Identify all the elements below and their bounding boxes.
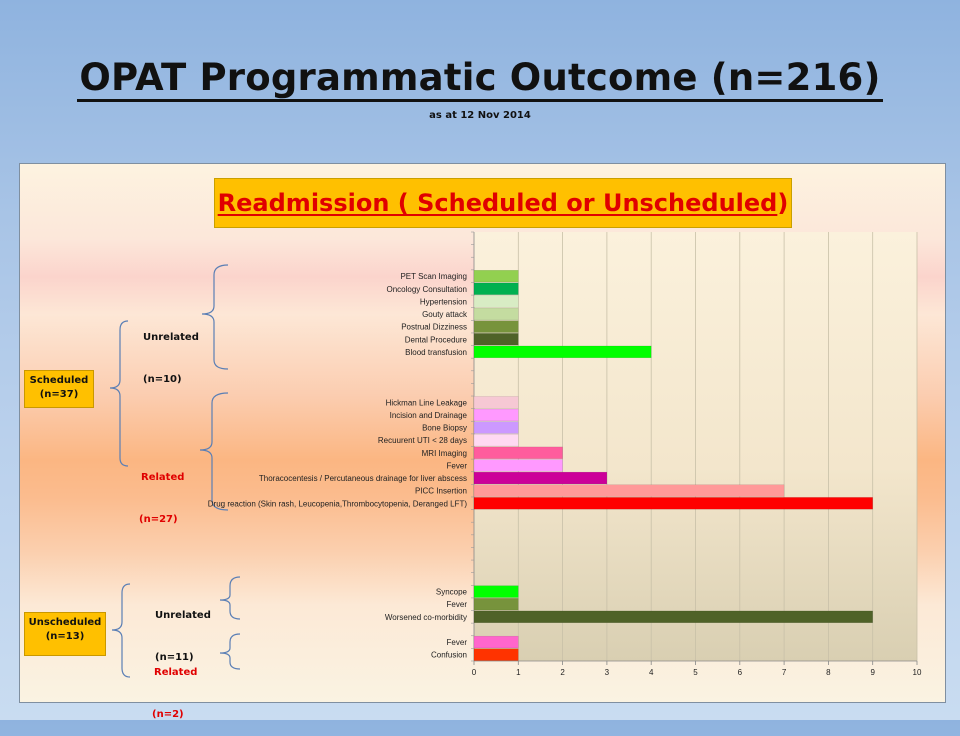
x-tick-label: 8 <box>826 668 831 677</box>
bar <box>473 471 608 485</box>
bar <box>473 421 519 434</box>
scheduled-box: Scheduled (n=37) <box>24 370 94 408</box>
x-tick-label: 0 <box>472 668 477 677</box>
category-label: PET Scan Imaging <box>400 272 467 281</box>
scheduled-related-label: Related (n=27) <box>139 443 184 541</box>
slide-title: OPAT Programmatic Outcome (n=216) <box>0 56 960 102</box>
bar <box>473 484 785 497</box>
bar <box>473 295 519 308</box>
category-label: Hickman Line Leakage <box>386 398 468 407</box>
readmission-chart: 0 1 2 3 4 5 6 7 8 9 10 PET Scan Imaging Oncology Con… <box>109 231 922 678</box>
scheduled-unrelated-label: Unrelated (n=10) <box>143 303 199 401</box>
category-label: Fever <box>447 461 468 470</box>
chart-banner: Readmission ( Scheduled or Unscheduled) <box>214 178 792 228</box>
x-tick-label: 1 <box>516 668 521 677</box>
chart-banner-paren: ) <box>777 189 789 217</box>
category-label: Fever <box>447 638 468 647</box>
bar <box>473 282 519 295</box>
x-tick-label: 7 <box>782 668 787 677</box>
x-tick-label: 9 <box>870 668 875 677</box>
category-label: Postrual Dizziness <box>401 323 467 332</box>
category-label: PICC Insertion <box>415 487 467 496</box>
category-label: Confusion <box>431 651 467 660</box>
category-label: Dental Procedure <box>405 335 468 344</box>
x-tick-label: 4 <box>649 668 654 677</box>
bar <box>473 345 652 359</box>
brace-scheduled-unrelated <box>201 264 229 370</box>
bar <box>473 446 563 459</box>
bar <box>473 396 519 409</box>
category-label: Syncope <box>436 588 468 597</box>
category-label: Blood transfusion <box>405 348 467 357</box>
scheduled-related-line1: Related <box>141 472 185 483</box>
x-tick-label: 3 <box>605 668 610 677</box>
bar <box>473 610 873 623</box>
bar <box>473 270 519 283</box>
plot-area: 0 1 2 3 4 5 6 7 8 9 10 PET Scan Imaging Oncology Con… <box>208 231 922 677</box>
category-label: MRI Imaging <box>422 449 467 458</box>
bar <box>473 320 519 333</box>
bar <box>473 434 519 447</box>
scheduled-line1: Scheduled <box>29 375 89 386</box>
x-tick-label: 6 <box>738 668 743 677</box>
chart-banner-text: Readmission ( Scheduled or Unscheduled <box>217 189 778 217</box>
group-braces <box>109 264 241 678</box>
unscheduled-box: Unscheduled (n=13) <box>24 612 106 656</box>
bar <box>473 585 519 598</box>
scheduled-unrelated-line1: Unrelated <box>143 332 199 343</box>
category-label: Drug reaction (Skin rash, Leucopenia,Thr… <box>208 499 468 508</box>
category-label: Worsened co-morbidity <box>385 613 467 622</box>
brace-unscheduled <box>111 583 131 678</box>
bar <box>473 307 519 321</box>
unscheduled-unrelated-label: Unrelated (n=11) <box>155 581 211 679</box>
x-tick-label: 10 <box>913 668 922 677</box>
bar <box>473 598 519 611</box>
unscheduled-related-label: Related (n=2) <box>152 638 197 736</box>
category-label: Bone Biopsy <box>422 424 467 433</box>
category-label: Recuurent UTI < 28 days <box>378 436 467 445</box>
unscheduled-unrelated-line2: (n=11) <box>155 652 194 663</box>
category-label: Gouty attack <box>422 310 468 319</box>
brace-scheduled-related <box>199 392 229 511</box>
slide-subtitle: as at 12 Nov 2014 <box>429 110 531 121</box>
brace-scheduled <box>109 320 129 467</box>
x-tick-label: 5 <box>693 668 698 677</box>
bar <box>473 408 519 422</box>
unscheduled-related-line2: (n=2) <box>152 709 184 720</box>
category-label: Incision and Drainage <box>390 411 468 420</box>
unscheduled-related-line1: Related <box>154 667 198 678</box>
unscheduled-line2: (n=13) <box>45 631 85 642</box>
bar <box>473 648 519 661</box>
brace-unscheduled-unrelated <box>219 576 241 620</box>
category-label: Fever <box>447 600 468 609</box>
category-label: Oncology Consultation <box>387 285 468 294</box>
scheduled-unrelated-line2: (n=10) <box>143 374 182 385</box>
unscheduled-line1: Unscheduled <box>28 617 102 628</box>
scheduled-line2: (n=37) <box>39 389 79 400</box>
unscheduled-unrelated-line1: Unrelated <box>155 610 211 621</box>
bar <box>473 333 519 346</box>
bar <box>473 497 873 510</box>
category-label: Hypertension <box>420 297 467 306</box>
category-label: Thoracocentesis / Percutaneous drainage … <box>259 474 467 483</box>
slide-title-text: OPAT Programmatic Outcome (n=216) <box>77 56 883 102</box>
bar <box>473 635 519 649</box>
bar <box>473 459 563 472</box>
scheduled-related-line2: (n=27) <box>139 514 178 525</box>
x-tick-label: 2 <box>560 668 565 677</box>
brace-unscheduled-related <box>219 633 241 670</box>
